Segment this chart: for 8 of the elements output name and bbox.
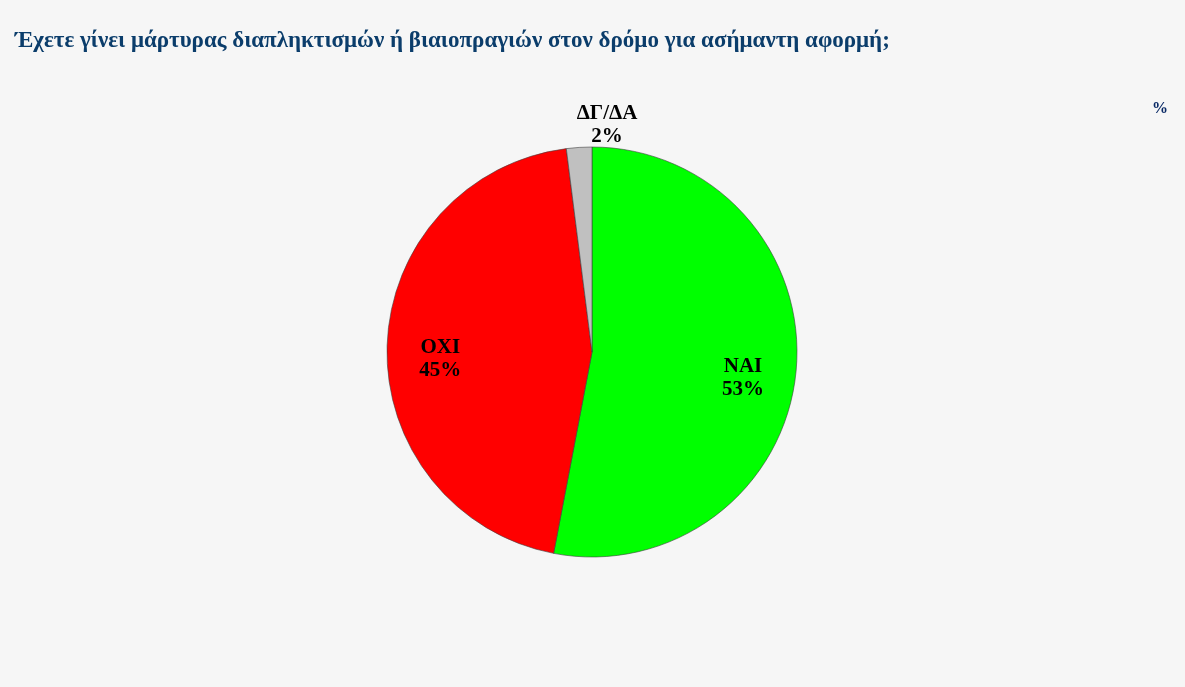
text: % — [1152, 99, 1168, 116]
data-label: 45% — [419, 357, 462, 382]
slice-label: ΟΧΙ — [420, 334, 461, 359]
data-label: 53% — [722, 376, 765, 401]
slice-label: ΔΓ/ΔΑ — [576, 100, 639, 125]
data-label: 2% — [591, 123, 623, 148]
slice-label: ΝΑΙ — [723, 353, 763, 378]
chart-title: Έχετε γίνει μάρτυρας διαπληκτισμών ή βιαιοπραγιών στον δρόμο για ασήμαντη αφορμή; — [14, 27, 890, 52]
